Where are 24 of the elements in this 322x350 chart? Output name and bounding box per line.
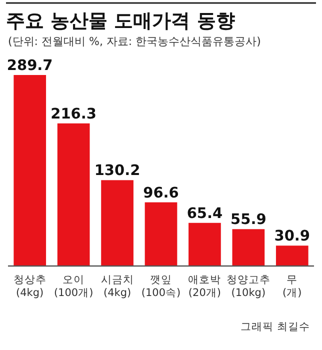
x-tick-label: 애호박 (20개)	[188, 274, 222, 300]
bar	[144, 202, 178, 266]
data-label: 30.9	[274, 228, 310, 245]
x-tick-label: 오이 (100개)	[54, 274, 94, 300]
chart-subtitle: (단위: 전월대비 %, 자료: 한국농수산식품유통공사)	[8, 35, 261, 48]
bar	[14, 75, 46, 266]
x-tick-label: 무 (개)	[282, 274, 302, 300]
data-label: 289.7	[6, 58, 53, 74]
text: 그래픽 최길수	[240, 321, 310, 333]
x-tick-label: 시금치 (4kg)	[100, 274, 134, 300]
bar	[232, 229, 265, 266]
bar	[276, 246, 308, 266]
bar	[188, 222, 221, 266]
data-label: 65.4	[186, 206, 223, 222]
data-label: 55.9	[230, 212, 266, 228]
data-label: 96.6	[143, 185, 179, 202]
chart-title: 주요 농산물 도매가격 동향	[6, 10, 235, 32]
x-tick-label: 깻잎 (100속)	[141, 274, 181, 300]
x-tick-label: 청상추 (4kg)	[13, 274, 46, 300]
data-label: 216.3	[50, 106, 97, 122]
x-tick-label: 청양고추 (10kg)	[226, 274, 270, 300]
bar	[101, 180, 134, 266]
bar	[57, 123, 90, 266]
data-label: 130.2	[94, 163, 140, 180]
